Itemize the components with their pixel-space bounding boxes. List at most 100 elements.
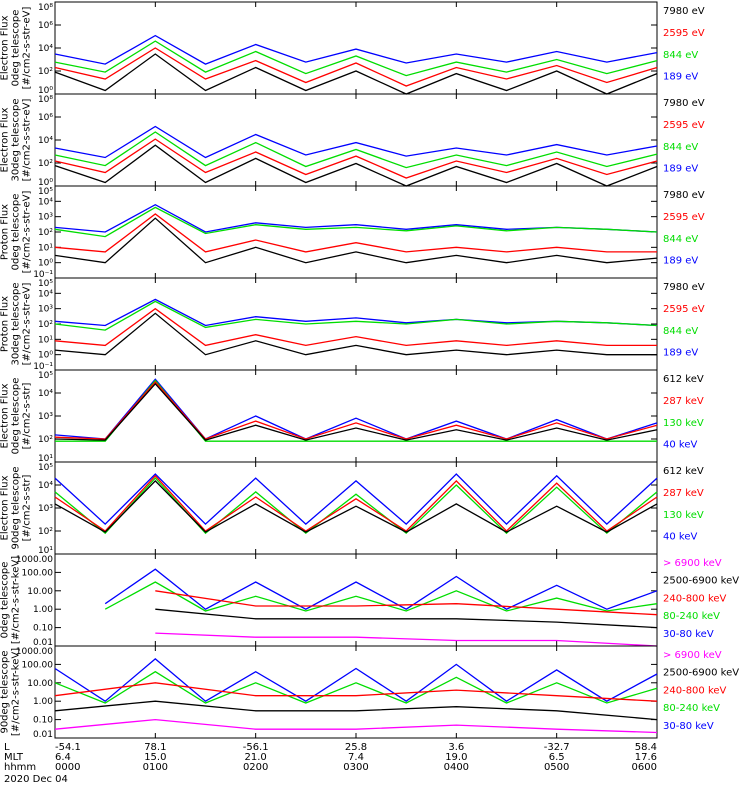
legend-entry: 2500-6900 keV	[663, 576, 739, 587]
series-line-287-kev	[54, 474, 658, 532]
legend-entry: 240-800 keV	[663, 593, 727, 604]
legend-entry: > 6900 keV	[663, 558, 722, 569]
y-tick-label: 10²	[38, 527, 53, 537]
y-tick-label: 10⁻¹	[33, 270, 53, 280]
series-line-80-240-kev	[104, 581, 658, 612]
panel-frame	[54, 93, 658, 187]
y-tick-label: 10¹	[38, 243, 53, 253]
y-tick-label: 10²	[38, 435, 53, 445]
x-row-label: L	[4, 742, 10, 753]
x-tick-label: 0400	[444, 762, 469, 773]
series-line-612-kev	[54, 479, 658, 533]
series-line-240-800-kev	[155, 590, 658, 616]
x-tick-label: -54.1	[55, 742, 81, 753]
series-line-287-kev	[54, 381, 658, 440]
series-line-612-kev	[54, 382, 658, 441]
y-tick-label: 10⁰	[38, 351, 53, 361]
y-tick-label: 10⁻¹	[33, 362, 53, 372]
x-tick-label: 19.0	[445, 752, 467, 763]
y-tick-label: 1.00	[33, 697, 53, 707]
y-axis-label: 0deg telescope[#/cm2-s-str-keV]	[0, 556, 22, 644]
series-line--6900-kev	[155, 632, 658, 647]
x-row-label: MLT	[4, 752, 24, 763]
series-line-240-800-kev	[54, 682, 658, 702]
y-axis-label: TEDProton Flux30deg telescope[#/cm2-s-st…	[0, 282, 33, 365]
panel-frame	[54, 553, 658, 647]
y-axis-label-line: Electron Flux	[0, 383, 11, 448]
legend-entry: 2595 eV	[663, 304, 705, 315]
x-tick-label: 78.1	[144, 742, 166, 753]
y-tick-label: 1000.00	[16, 555, 53, 565]
series-line-2595-ev	[54, 138, 658, 179]
panel-frame	[54, 369, 658, 463]
legend-entry: 189 eV	[663, 256, 698, 267]
legend-entry: 2595 eV	[663, 212, 705, 223]
y-axis-label-line: 90deg telescope	[0, 650, 11, 733]
series-line-80-240-kev	[54, 670, 658, 704]
y-tick-label: 10⁵	[38, 463, 53, 473]
legend-entry: 30-80 keV	[663, 629, 714, 640]
y-tick-label: 10⁴	[38, 44, 53, 54]
y-axis-label: TEDElectron Flux0deg telescope[#/cm2-s-s…	[0, 7, 33, 90]
y-tick-label: 10³	[38, 305, 53, 315]
y-axis-label-line: 90deg telescope	[11, 466, 22, 549]
y-axis-label-line: 30deg telescope	[11, 282, 22, 365]
y-tick-label: 1000.00	[16, 647, 53, 657]
y-tick-label: 10⁴	[38, 389, 53, 399]
series-line-844-ev	[54, 206, 658, 238]
y-tick-label: 10³	[38, 412, 53, 422]
legend-entry: 844 eV	[663, 234, 698, 245]
x-tick-label: 0200	[243, 762, 268, 773]
legend-entry: 7980 eV	[663, 282, 705, 293]
series-line-130-kev	[54, 477, 658, 535]
y-tick-label: 10.00	[27, 587, 53, 597]
panel-1: 10⁰ 10² 10⁴ 10⁶ 10⁸ TEDElectron Flux0deg tele…	[0, 1, 705, 96]
y-tick-label: 0.01	[33, 730, 53, 740]
y-tick-label: 1.00	[33, 605, 53, 615]
y-tick-label: 10³	[38, 504, 53, 514]
y-tick-label: 100.00	[22, 568, 54, 578]
y-tick-label: 0.10	[33, 716, 53, 726]
y-axis-label-line: Proton Flux	[0, 204, 11, 260]
x-tick-label: 0500	[544, 762, 569, 773]
panel-frame	[54, 185, 658, 279]
y-tick-label: 0.10	[33, 624, 53, 634]
y-tick-label: 10¹	[38, 546, 53, 556]
y-tick-label: 10⁰	[38, 178, 53, 188]
y-tick-label: 10⁶	[38, 21, 53, 31]
series-line-2595-ev	[54, 307, 657, 347]
panel-2: 10⁰ 10² 10⁴ 10⁶ 10⁸ TEDElectron Flux30deg tel…	[0, 93, 705, 188]
y-axis-label-line: [#/cm2-s-str-eV]	[22, 283, 33, 366]
y-axis-label-line: 0deg telescope	[11, 378, 22, 455]
legend-entry: 189 eV	[663, 164, 698, 175]
y-tick-label: 10⁶	[38, 113, 53, 123]
y-tick-label: 10⁴	[38, 481, 53, 491]
legend-entry: 287 keV	[663, 396, 704, 407]
legend-entry: 287 keV	[663, 488, 704, 499]
y-tick-label: 10⁰	[38, 86, 53, 96]
x-tick-label: 3.6	[448, 742, 464, 753]
y-axis-label-line: 0deg telescope	[11, 10, 22, 87]
legend-entry: 2595 eV	[663, 28, 705, 39]
series-line-40-kev	[54, 378, 658, 440]
x-tick-label: 0600	[632, 762, 657, 773]
y-tick-label: 10⁵	[38, 187, 53, 197]
x-axis-group: L -54.1 78.1 -56.1 25.8 3.6 -32.7 58.4 MLT 6.4 15.…	[4, 742, 657, 785]
legend-entry: 844 eV	[663, 326, 698, 337]
panel-5: 10¹ 10² 10³ 10⁴ 10⁵ MEPEDElectron Flux0deg te…	[0, 369, 704, 464]
y-axis-label-line: Proton Flux	[0, 296, 11, 352]
legend-entry: 7980 eV	[663, 190, 705, 201]
y-tick-label: 10⁰	[38, 259, 53, 269]
y-tick-label: 10³	[38, 213, 53, 223]
series-line-2500-6900-kev	[155, 608, 658, 629]
series-line-844-ev	[54, 131, 658, 169]
series-line-2595-ev	[54, 213, 657, 253]
y-axis-label-line: 0deg telescope	[11, 194, 22, 271]
panel-frame	[54, 461, 658, 555]
x-tick-label: 15.0	[144, 752, 166, 763]
y-tick-label: 10¹	[38, 335, 53, 345]
legend-entry: 612 keV	[663, 466, 704, 477]
y-axis-label-line: [#/cm2-s-str-keV]	[11, 648, 22, 736]
panel-6: 10¹ 10² 10³ 10⁴ 10⁵ MEPEDElectron Flux90deg t…	[0, 461, 704, 556]
legend-entry: 80-240 keV	[663, 611, 720, 622]
